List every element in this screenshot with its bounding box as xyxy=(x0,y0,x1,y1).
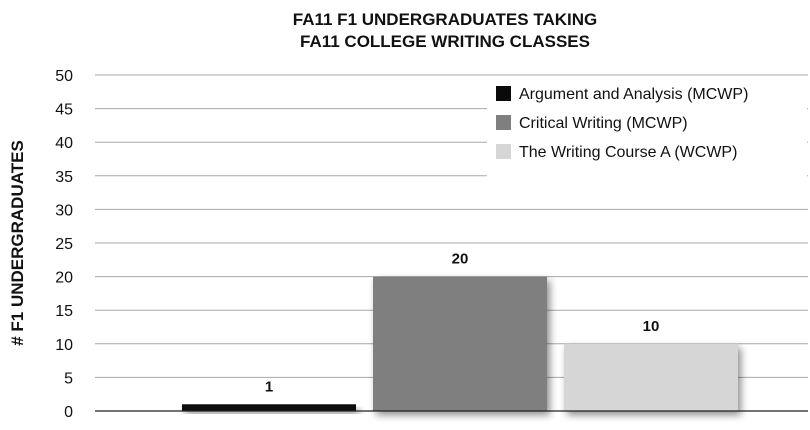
y-tick-label: 45 xyxy=(55,102,73,119)
bar xyxy=(182,404,356,411)
y-tick-label: 10 xyxy=(55,337,73,354)
y-tick-label: 20 xyxy=(55,270,73,287)
legend-entry: The Writing Course A (WCWP) xyxy=(519,144,737,161)
data-label: 20 xyxy=(452,251,469,268)
bar xyxy=(373,276,547,411)
y-tick-label: 30 xyxy=(55,202,73,219)
data-label: 10 xyxy=(643,318,660,335)
data-labels: 1 20 10 xyxy=(265,251,660,396)
y-tick-label: 25 xyxy=(55,236,73,253)
y-tick-label: 0 xyxy=(64,404,73,421)
chart-title-line-2: FA11 COLLEGE WRITING CLASSES xyxy=(300,32,590,51)
y-tick-label: 15 xyxy=(55,303,73,320)
legend-swatch xyxy=(496,115,511,130)
y-tick-label: 5 xyxy=(64,370,73,387)
y-tick-labels: 0 5 10 15 20 25 30 35 40 45 50 xyxy=(55,68,73,421)
y-tick-label: 35 xyxy=(55,169,73,186)
bars xyxy=(182,276,738,411)
legend: Argument and Analysis (MCWP) Critical Wri… xyxy=(487,78,807,186)
legend-swatch xyxy=(496,144,511,159)
bar xyxy=(564,343,738,411)
y-axis-label: # F1 UNDERGRADUATES xyxy=(8,140,27,346)
legend-background xyxy=(487,78,807,186)
legend-swatch xyxy=(496,86,511,101)
legend-entry: Argument and Analysis (MCWP) xyxy=(519,86,748,103)
legend-entry: Critical Writing (MCWP) xyxy=(519,115,688,132)
gridlines xyxy=(95,74,808,378)
y-tick-label: 50 xyxy=(55,68,73,85)
data-label: 1 xyxy=(265,378,273,395)
chart-title-line-1: FA11 F1 UNDERGRADUATES TAKING xyxy=(293,10,597,29)
y-tick-label: 40 xyxy=(55,135,73,152)
